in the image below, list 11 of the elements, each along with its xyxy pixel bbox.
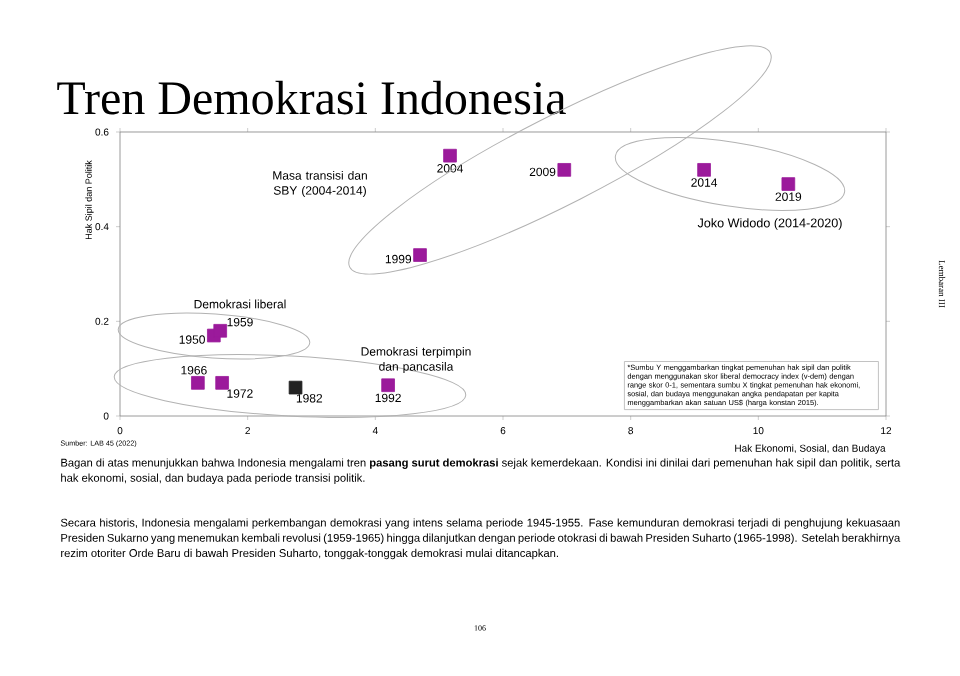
point — [413, 248, 427, 262]
point — [697, 163, 711, 177]
point — [557, 163, 572, 177]
point — [213, 324, 228, 338]
point — [288, 380, 303, 395]
point — [381, 378, 395, 393]
chart-title: Tren Demokrasi Indonesia — [57, 80, 566, 115]
point — [191, 376, 205, 390]
point — [781, 177, 796, 191]
point — [443, 148, 457, 163]
point — [215, 376, 229, 390]
